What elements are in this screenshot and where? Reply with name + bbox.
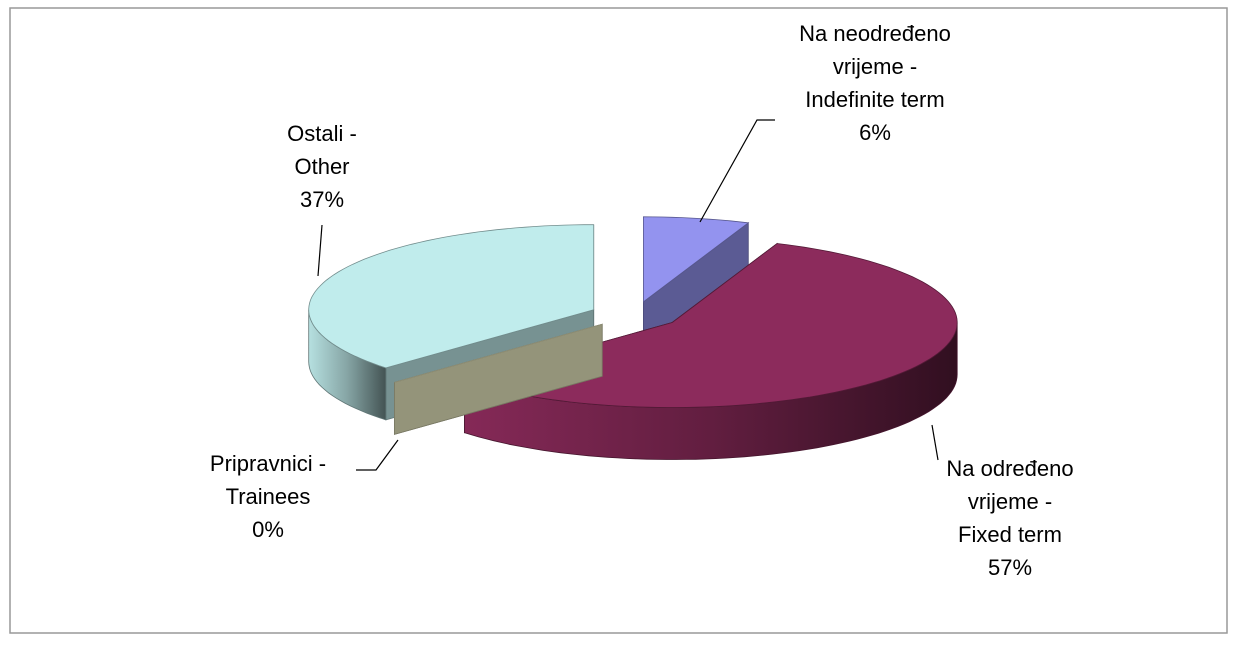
leader-line xyxy=(317,224,323,277)
slice-label: Na određeno xyxy=(946,456,1073,481)
slice-top xyxy=(643,216,750,303)
slice-label: vrijeme - xyxy=(968,489,1052,514)
leader-line xyxy=(699,119,775,223)
slice-top xyxy=(308,224,595,369)
slice-label: Fixed term xyxy=(958,522,1062,547)
leader-line xyxy=(356,439,399,471)
slice-value-label: 37% xyxy=(300,187,344,212)
chart-frame xyxy=(9,7,1228,634)
slice-label: Trainees xyxy=(226,484,311,509)
slice-label: Indefinite term xyxy=(805,87,944,112)
slice-top xyxy=(394,323,603,383)
slice-label: Other xyxy=(294,154,349,179)
slice-value-label: 6% xyxy=(859,120,891,145)
slice-value-label: 57% xyxy=(988,555,1032,580)
slice-label: Pripravnici - xyxy=(210,451,326,476)
slice-label: vrijeme - xyxy=(833,54,917,79)
slice-value-label: 0% xyxy=(252,517,284,542)
slice-label: Ostali - xyxy=(287,121,357,146)
slice-label: Na neodređeno xyxy=(799,21,951,46)
leader-line xyxy=(931,424,939,461)
